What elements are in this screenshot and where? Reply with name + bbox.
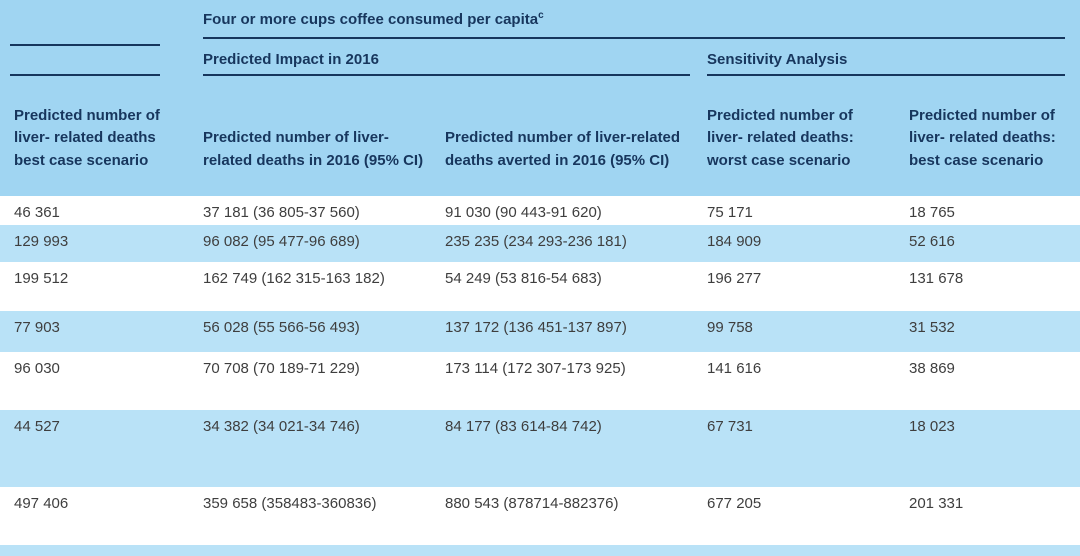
table-row: 96 030 70 708 (70 189-71 229) 173 114 (1… — [0, 352, 1080, 410]
table-cell: 141 616 — [707, 360, 762, 377]
table-cell: 880 543 (878714-882376) — [445, 495, 619, 512]
table-cell: 173 114 (172 307-173 925) — [445, 360, 626, 377]
table-cell: 70 708 (70 189-71 229) — [203, 360, 360, 377]
stub-rule-top — [10, 44, 160, 46]
table-body: 46 361 37 181 (36 805-37 560) 91 030 (90… — [0, 196, 1080, 545]
table-cell: 184 909 — [707, 233, 762, 250]
group-rule-sensitivity-analysis — [707, 74, 1065, 76]
spanner-text: Four or more cups coffee consumed per ca… — [203, 11, 539, 28]
table-cell: 18 023 — [909, 418, 955, 435]
table-cell: 46 361 — [14, 204, 60, 221]
table-cell: 18 765 — [909, 204, 955, 221]
spanner-rule — [203, 37, 1065, 39]
stub-rule-bottom — [10, 74, 160, 76]
table-cell: 201 331 — [909, 495, 964, 512]
table-row: 44 527 34 382 (34 021-34 746) 84 177 (83… — [0, 410, 1080, 487]
column-header-worst-case-scenario: Predicted number of liver- related death… — [707, 106, 854, 169]
table-cell: 67 731 — [707, 418, 753, 435]
group-header-sensitivity-analysis: Sensitivity Analysis — [707, 51, 848, 68]
table-row: 46 361 37 181 (36 805-37 560) 91 030 (90… — [0, 196, 1080, 225]
column-header-deaths-averted: Predicted number of liver-related deaths… — [445, 129, 681, 169]
table-cell: 96 030 — [14, 360, 60, 377]
table-cell: 677 205 — [707, 495, 762, 512]
table-cell: 77 903 — [14, 319, 60, 336]
table-cell: 54 249 (53 816-54 683) — [445, 270, 602, 287]
table-cell: 44 527 — [14, 418, 60, 435]
table-row: 77 903 56 028 (55 566-56 493) 137 172 (1… — [0, 311, 1080, 352]
column-header-deaths-2016: Predicted number of liver-related deaths… — [203, 129, 424, 169]
group-rule-predicted-impact — [203, 74, 690, 76]
table-cell: 75 171 — [707, 204, 753, 221]
group-header-predicted-impact: Predicted Impact in 2016 — [203, 51, 379, 68]
table-row: 199 512 162 749 (162 315-163 182) 54 249… — [0, 262, 1080, 311]
table-cell: 31 532 — [909, 319, 955, 336]
table-cell: 91 030 (90 443-91 620) — [445, 204, 602, 221]
table-cell: 56 028 (55 566-56 493) — [203, 319, 360, 336]
table-cell: 96 082 (95 477-96 689) — [203, 233, 360, 250]
table-cell: 199 512 — [14, 270, 69, 287]
table-row: 497 406 359 658 (358483-360836) 880 543 … — [0, 487, 1080, 545]
table-cell: 497 406 — [14, 495, 69, 512]
table-cell: 235 235 (234 293-236 181) — [445, 233, 627, 250]
table-row: 129 993 96 082 (95 477-96 689) 235 235 (… — [0, 225, 1080, 262]
table-cell: 137 172 (136 451-137 897) — [445, 319, 627, 336]
table-cell: 359 658 (358483-360836) — [203, 495, 377, 512]
table-header: Four or more cups coffee consumed per ca… — [0, 0, 1080, 196]
table-cell: 162 749 (162 315-163 182) — [203, 270, 385, 287]
table-cell: 131 678 — [909, 270, 964, 287]
table-cell: 34 382 (34 021-34 746) — [203, 418, 360, 435]
table-cell: 99 758 — [707, 319, 753, 336]
bottom-rule-bar — [0, 545, 1080, 556]
table-cell: 37 181 (36 805-37 560) — [203, 204, 360, 221]
table-cell: 84 177 (83 614-84 742) — [445, 418, 602, 435]
table-cell: 129 993 — [14, 233, 69, 250]
column-header-best-case: Predicted number of liver- related death… — [14, 106, 160, 169]
table-cell: 38 869 — [909, 360, 955, 377]
table-cell: 52 616 — [909, 233, 955, 250]
table-cell: 196 277 — [707, 270, 762, 287]
spanner-title: Four or more cups coffee consumed per ca… — [203, 10, 544, 29]
column-header-best-case-scenario: Predicted number of liver- related death… — [909, 106, 1056, 169]
spanner-superscript: c — [538, 10, 544, 21]
